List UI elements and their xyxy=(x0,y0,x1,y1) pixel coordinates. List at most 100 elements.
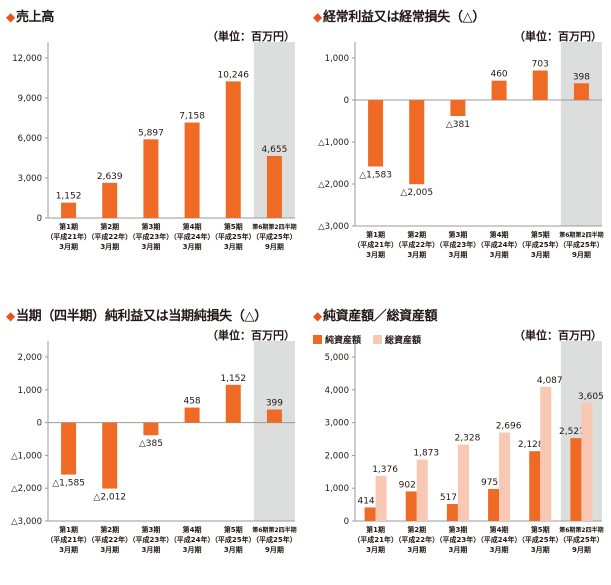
data-label: 902 xyxy=(399,480,416,490)
category-label: 3月期 xyxy=(141,545,160,554)
category-label: 3月期 xyxy=(141,242,160,251)
legend-item-net-assets: 純資産額 xyxy=(313,333,361,346)
data-label: 1,152 xyxy=(56,192,82,202)
category-label: 3月期 xyxy=(366,250,385,259)
data-label: △385 xyxy=(139,439,163,449)
category-label: 3月期 xyxy=(448,250,467,259)
category-label: （平成25年） xyxy=(559,240,604,249)
category-label: 第4期 xyxy=(490,525,509,534)
category-label: 3月期 xyxy=(448,545,467,554)
bar xyxy=(491,80,507,100)
bar-chart-net-assets: 0 1,000 2,000 3,000 4,000 5,000 414 902 517 975 2,… xyxy=(325,341,604,554)
bar xyxy=(416,459,428,521)
category-label: 第2期 xyxy=(407,230,426,239)
diamond-bullet-icon: ◆ xyxy=(6,10,15,24)
y-tick-label: 9,000 xyxy=(18,94,42,104)
category-label: 第1期 xyxy=(59,222,78,231)
chart-title: ◆当期（四半期）純利益又は当期純損失（△） xyxy=(6,305,267,324)
category-label: 9月期 xyxy=(265,545,284,554)
chart-panel-net-income: ◆当期（四半期）純利益又は当期純損失（△） （単位：百万円） △3,000 △2,… xyxy=(4,305,299,585)
data-label: 4,655 xyxy=(262,145,288,155)
bar xyxy=(570,438,582,521)
chart-title-text: 売上高 xyxy=(15,10,55,25)
data-label: △1,583 xyxy=(359,170,392,180)
chart-panel-net-assets: ◆純資産額／総資産額 純資産額 総資産額 （単位：百万円） 0 1,000 2,00… xyxy=(311,305,606,585)
category-label: 第3期 xyxy=(448,525,467,534)
bar xyxy=(529,451,541,521)
category-label: （平成23年） xyxy=(129,535,174,544)
data-label: 1,152 xyxy=(220,374,246,384)
y-tick-label: △1,000 xyxy=(318,138,349,148)
y-tick-label: △2,000 xyxy=(11,484,42,494)
category-label: 3月期 xyxy=(490,250,509,259)
data-label: 3,605 xyxy=(578,392,604,402)
y-tick-label: △2,000 xyxy=(318,180,349,190)
unit-label: （単位：百万円） xyxy=(514,30,602,43)
y-tick-label: 4,000 xyxy=(325,386,349,396)
bar xyxy=(184,122,200,218)
data-label: 398 xyxy=(573,72,590,82)
category-label: 第5期 xyxy=(531,525,550,534)
chart-title: ◆純資産額／総資産額 xyxy=(313,305,438,324)
category-label: 第6期第2四半期 xyxy=(558,526,603,534)
chart-title-text: 当期（四半期）純利益又は当期純損失（△） xyxy=(15,309,267,324)
category-label: 3月期 xyxy=(407,250,426,259)
bar xyxy=(540,386,552,521)
category-label: （平成25年） xyxy=(211,232,256,241)
category-label: 第4期 xyxy=(183,222,202,231)
bar xyxy=(364,507,376,521)
y-tick-label: △1,000 xyxy=(11,451,42,461)
bar xyxy=(143,139,159,218)
y-tick-label: 1,000 xyxy=(325,484,349,494)
data-label: 2,328 xyxy=(455,434,481,444)
bar xyxy=(368,100,384,167)
category-label: 3月期 xyxy=(366,545,385,554)
category-label: （平成25年） xyxy=(252,232,297,241)
category-label: 第4期 xyxy=(490,230,509,239)
legend-item-total-assets: 総資産額 xyxy=(373,333,421,346)
category-label: （平成24年） xyxy=(477,535,522,544)
data-label: 2,527 xyxy=(559,427,585,437)
diamond-bullet-icon: ◆ xyxy=(313,10,322,24)
bar xyxy=(409,100,425,185)
bar xyxy=(143,422,159,436)
data-label: 5,897 xyxy=(138,128,164,138)
unit-label: （単位：百万円） xyxy=(207,329,295,342)
category-label: 第2期 xyxy=(100,525,119,534)
data-label: 2,639 xyxy=(97,172,123,182)
category-label: （平成22年） xyxy=(87,535,132,544)
category-label: 3月期 xyxy=(224,242,243,251)
quarter-shade xyxy=(253,341,295,521)
bar-chart-sales: 0 3,000 6,000 9,000 12,000 1,152 2,639 5,897 7,1… xyxy=(12,42,297,251)
category-label: 3月期 xyxy=(59,242,78,251)
data-label: 4,087 xyxy=(537,376,563,386)
y-tick-label: 5,000 xyxy=(325,353,349,363)
category-label: 第3期 xyxy=(141,525,160,534)
data-label: 414 xyxy=(357,496,374,506)
chart-title: ◆売上高 xyxy=(6,6,54,25)
unit-label: （単位：百万円） xyxy=(207,30,295,43)
category-label: （平成25年） xyxy=(211,535,256,544)
bar xyxy=(266,409,282,423)
category-label: （平成24年） xyxy=(477,240,522,249)
category-label: 3月期 xyxy=(183,242,202,251)
bar xyxy=(102,182,118,218)
category-label: （平成21年） xyxy=(353,240,398,249)
category-label: 第3期 xyxy=(448,230,467,239)
category-label: 第1期 xyxy=(59,525,78,534)
category-label: （平成21年） xyxy=(353,535,398,544)
data-label: 10,246 xyxy=(218,70,250,80)
category-label: 第4期 xyxy=(183,525,202,534)
bar xyxy=(457,444,469,521)
bar xyxy=(266,155,282,218)
category-label: （平成23年） xyxy=(129,232,174,241)
category-label: （平成22年） xyxy=(394,535,439,544)
category-label: 9月期 xyxy=(265,242,284,251)
y-tick-label: 3,000 xyxy=(18,174,42,184)
category-label: 3月期 xyxy=(224,545,243,554)
bar xyxy=(532,70,548,100)
data-label: 7,158 xyxy=(179,112,205,122)
y-tick-label: 1,000 xyxy=(325,54,349,64)
bar-chart-ordinary-income: △3,000 △2,000 △1,000 0 1,000 △1,583 △2,005 △381… xyxy=(318,42,604,259)
category-label: 9月期 xyxy=(572,250,591,259)
